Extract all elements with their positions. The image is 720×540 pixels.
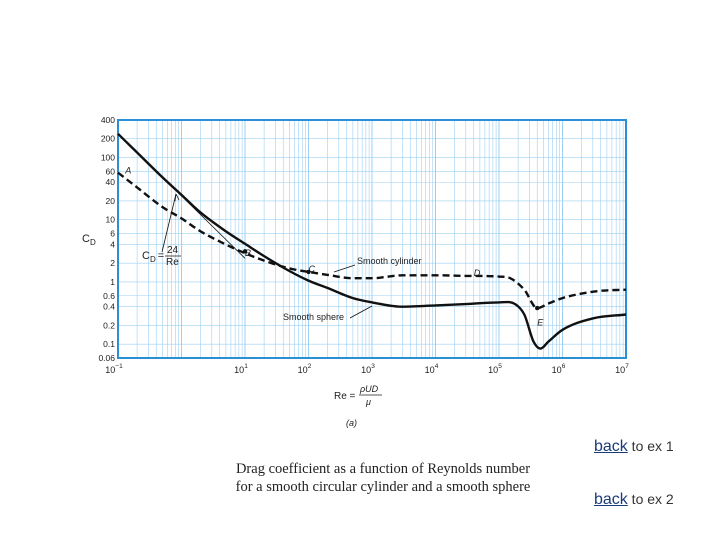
y-tick-label: 0.2 bbox=[103, 320, 115, 330]
x-tick-base: 10 bbox=[552, 365, 562, 375]
point-marker bbox=[306, 269, 311, 275]
y-tick-label: 20 bbox=[106, 196, 116, 206]
grid-lines bbox=[118, 120, 626, 358]
y-tick-label: 2 bbox=[110, 258, 115, 268]
x-tick-label: 105 bbox=[488, 363, 502, 375]
annotations: ABC DE bbox=[124, 166, 544, 328]
back-to-ex1: back to ex 1 bbox=[594, 438, 674, 456]
plot-frame bbox=[117, 119, 627, 359]
y-tick-label: 1 bbox=[110, 277, 115, 287]
y-tick-label: 60 bbox=[106, 166, 116, 176]
x-axis-label: Re = ρUD μ bbox=[334, 384, 382, 407]
point-marker bbox=[242, 249, 248, 254]
point-label-E: E bbox=[537, 317, 544, 327]
x-tick-base: 10 bbox=[361, 365, 371, 375]
back-link-ex1[interactable]: back bbox=[594, 438, 628, 455]
x-axis-label-numerator: ρUD bbox=[359, 384, 379, 394]
x-tick-base: 10 bbox=[488, 365, 498, 375]
back-link-ex1-rest: to ex 1 bbox=[627, 438, 674, 454]
y-axis-label: CD bbox=[82, 233, 96, 247]
x-tick-exponent: 2 bbox=[308, 363, 312, 370]
x-tick-exponent: 5 bbox=[498, 363, 502, 370]
point-marker bbox=[535, 305, 540, 311]
series-line-2 bbox=[117, 133, 246, 259]
formula-lhs-sub: D bbox=[150, 255, 156, 264]
caption-line-1: Drag coefficient as a function of Reynol… bbox=[235, 461, 531, 477]
y-tick-label: 0.4 bbox=[103, 302, 115, 312]
caption-line-2: for a smooth circular cylinder and a smo… bbox=[235, 479, 531, 495]
formula-lhs-main: C bbox=[142, 250, 150, 262]
y-axis-label-main: C bbox=[82, 233, 90, 245]
x-tick-base: 10 bbox=[298, 365, 308, 375]
y-tick-label: 10 bbox=[106, 215, 116, 225]
x-tick-exponent: 7 bbox=[625, 363, 629, 370]
x-tick-label: 106 bbox=[552, 363, 566, 375]
x-tick-exponent: 1 bbox=[244, 363, 248, 370]
data-series bbox=[117, 132, 627, 350]
formula-annotation: CD = 24 Re bbox=[142, 245, 181, 268]
smooth-sphere-label: Smooth sphere bbox=[283, 312, 344, 322]
formula-numerator: 24 bbox=[167, 245, 179, 256]
y-tick-label: 100 bbox=[101, 152, 115, 162]
x-tick-label: 103 bbox=[361, 363, 375, 375]
y-tick-label: 0.06 bbox=[98, 353, 115, 363]
x-tick-base: 10 bbox=[234, 365, 244, 375]
y-tick-label: 200 bbox=[101, 134, 115, 144]
x-axis-ticks: 10−1 101 102 103 104 105 106 107 bbox=[105, 363, 629, 375]
back-link-ex2[interactable]: back bbox=[594, 491, 628, 508]
y-tick-label: 40 bbox=[106, 177, 116, 187]
y-tick-label: 0.1 bbox=[103, 339, 115, 349]
figure-caption: Drag coefficient as a function of Reynol… bbox=[200, 460, 566, 496]
series-line-0 bbox=[117, 171, 627, 310]
point-label-B: B bbox=[245, 248, 251, 258]
x-tick-label: 101 bbox=[234, 363, 248, 375]
x-tick-exponent: 4 bbox=[435, 363, 439, 370]
formula-lhs: CD = bbox=[142, 250, 164, 264]
cylinder-leader-line bbox=[333, 264, 356, 273]
y-tick-label: 400 bbox=[101, 115, 115, 125]
back-to-ex2: back to ex 2 bbox=[594, 491, 674, 509]
back-link-ex2-rest: to ex 2 bbox=[627, 491, 674, 507]
formula-denominator: Re bbox=[166, 257, 179, 268]
x-tick-base: 10 bbox=[425, 365, 435, 375]
sphere-leader-line bbox=[349, 305, 373, 319]
formula-eq: = bbox=[158, 250, 164, 262]
y-tick-label: 0.6 bbox=[103, 291, 115, 301]
x-tick-exponent: 3 bbox=[371, 363, 375, 370]
x-tick-label: 10−1 bbox=[105, 363, 123, 375]
x-tick-label: 102 bbox=[298, 363, 312, 375]
y-tick-label: 4 bbox=[110, 239, 115, 249]
point-label-D: D bbox=[474, 268, 481, 278]
x-tick-label: 107 bbox=[615, 363, 629, 375]
smooth-cylinder-label: Smooth cylinder bbox=[357, 256, 422, 266]
x-axis-label-denominator: μ bbox=[365, 397, 371, 407]
point-label-C: C bbox=[309, 264, 316, 274]
y-tick-label: 6 bbox=[110, 229, 115, 239]
series-line-1 bbox=[117, 132, 627, 350]
x-tick-label: 104 bbox=[425, 363, 439, 375]
x-tick-base: 10 bbox=[615, 365, 625, 375]
point-label-A: A bbox=[124, 166, 131, 176]
x-tick-exponent: −1 bbox=[115, 363, 123, 370]
formula-leader-arrow bbox=[174, 193, 180, 202]
panel-label: (a) bbox=[346, 418, 357, 428]
x-axis-label-lhs: Re = bbox=[334, 391, 356, 402]
x-tick-exponent: 6 bbox=[562, 363, 566, 370]
formula-leader-line bbox=[161, 193, 177, 253]
y-axis-label-sub: D bbox=[90, 238, 96, 247]
x-tick-base: 10 bbox=[105, 365, 115, 375]
